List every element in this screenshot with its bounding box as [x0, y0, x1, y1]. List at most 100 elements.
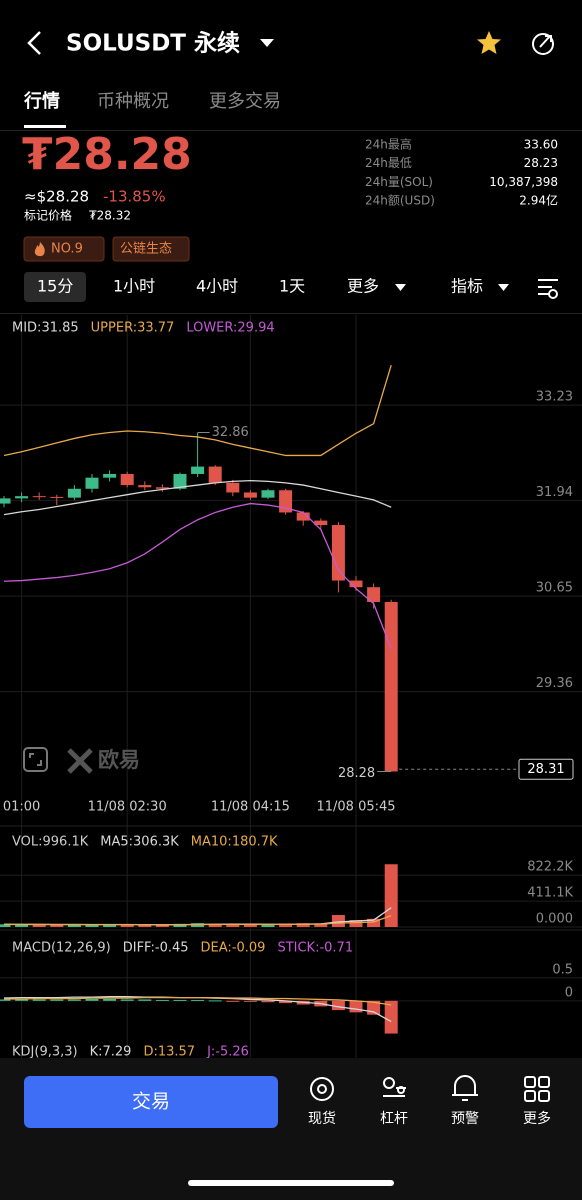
- dropdown-arrow: [498, 284, 509, 291]
- volume-bar: [367, 918, 381, 927]
- volume-bar: [15, 924, 29, 927]
- interval[interactable]: 4小时: [196, 277, 238, 296]
- legend-entry: D:13.57: [143, 1045, 195, 1060]
- tag[interactable]: [112, 236, 190, 262]
- legend-entry: KDJ(9,3,3): [12, 1045, 78, 1060]
- candle-body: [367, 587, 381, 603]
- interval[interactable]: 15分: [37, 277, 73, 296]
- macd-stick: [0, 999, 11, 1001]
- y-tick-label: 0: [565, 985, 573, 1000]
- interval[interactable]: 更多: [347, 277, 379, 296]
- stat-value: 33.60: [524, 138, 558, 152]
- favorite-star[interactable]: [477, 31, 501, 54]
- legend-entry: MA5:306.3K: [100, 835, 179, 850]
- trade-button-text[interactable]: 交易: [132, 1091, 170, 1113]
- stat-label: 24h最低: [365, 156, 412, 170]
- alert-icon[interactable]: [452, 1075, 478, 1101]
- macd-stick: [279, 1000, 293, 1004]
- nav-label[interactable]: 预警: [451, 1111, 479, 1127]
- volume-bar: [50, 924, 64, 927]
- y-tick-label: 33.23: [536, 390, 573, 405]
- margin-icon[interactable]: [383, 1077, 406, 1097]
- nav-label[interactable]: 杠杆: [380, 1111, 408, 1127]
- interval[interactable]: 1天: [279, 277, 305, 296]
- y-tick-label: 30.65: [536, 581, 573, 596]
- nav-label[interactable]: 现货: [308, 1110, 336, 1127]
- macd-stick: [261, 1000, 275, 1003]
- x-tick-label: 11/08 02:30: [88, 800, 167, 815]
- stat-label: 24h量(SOL): [365, 175, 433, 189]
- last-price-box: [518, 758, 574, 780]
- macd-stick: [32, 999, 46, 1001]
- usd-price: ≈$28.28: [24, 188, 89, 206]
- fullscreen-icon[interactable]: [23, 747, 48, 772]
- mark-price: ₮28.32: [89, 209, 131, 223]
- tag-text: NO.9: [51, 242, 83, 257]
- refresh-icon[interactable]: [532, 33, 554, 55]
- candle-body: [243, 492, 257, 498]
- macd-stick: [226, 1000, 240, 1002]
- volume-bar: [279, 923, 293, 927]
- volume-bar: [261, 924, 275, 927]
- candle-body: [226, 482, 240, 493]
- tab-underline: [24, 125, 66, 128]
- volume-bar: [138, 924, 152, 927]
- macd-stick: [103, 999, 117, 1001]
- macd-stick: [15, 999, 29, 1001]
- legend-entry: UPPER:33.77: [91, 321, 175, 336]
- legend-entry: VOL:996.1K: [12, 835, 89, 850]
- macd-stick: [349, 1000, 363, 1013]
- macd-stick: [138, 999, 152, 1001]
- volume-bar: [314, 923, 328, 927]
- candle-body: [173, 473, 187, 489]
- x-tick-label: 01:00: [3, 800, 40, 815]
- macd-stick: [331, 1000, 345, 1011]
- tab[interactable]: 行情: [23, 90, 60, 112]
- volume-bar: [32, 925, 46, 927]
- volume-bar: [85, 924, 99, 927]
- interval[interactable]: 1小时: [113, 277, 155, 296]
- volume-bar: [349, 920, 363, 927]
- x-tick-label: 11/08 04:15: [211, 800, 290, 815]
- watermark: 欧易: [98, 748, 140, 772]
- volume-bar: [208, 924, 222, 927]
- volume-bar: [67, 924, 81, 927]
- candle-body: [384, 602, 398, 772]
- tab[interactable]: 币种概况: [97, 91, 169, 112]
- candle-body: [191, 466, 205, 474]
- macd-stick: [243, 1000, 257, 1002]
- legend-entry: DEA:-0.09: [201, 941, 266, 956]
- volume-bar: [173, 923, 187, 927]
- indicator-menu[interactable]: 指标: [451, 277, 483, 296]
- volume-bar: [120, 925, 134, 927]
- home-indicator: [188, 1180, 394, 1186]
- macd-stick: [50, 999, 64, 1001]
- volume-bar: [103, 924, 117, 927]
- indicator-line: [3, 502, 392, 649]
- more-icon[interactable]: [524, 1076, 550, 1102]
- back-button[interactable]: [27, 31, 41, 55]
- y-tick-label: 0.5: [552, 962, 573, 977]
- tag[interactable]: [23, 236, 105, 262]
- legend-entry: LOWER:29.94: [186, 321, 274, 336]
- macd-stick: [191, 999, 205, 1001]
- tag-text: 公链生态: [120, 242, 172, 257]
- spot-icon[interactable]: [310, 1077, 334, 1101]
- title-dropdown[interactable]: [260, 39, 274, 47]
- tab[interactable]: 更多交易: [209, 91, 281, 112]
- macd-stick: [173, 999, 187, 1001]
- indicator-line: [4, 996, 392, 1006]
- mark-label: 标记价格: [24, 208, 72, 223]
- candle-body: [0, 498, 11, 504]
- candle-body: [208, 466, 222, 483]
- stat-value: 10,387,398: [489, 175, 558, 189]
- stat-value: 28.23: [524, 156, 558, 170]
- settings-icon[interactable]: [538, 279, 558, 299]
- page-title[interactable]: SOLUSDT 永续: [66, 30, 240, 57]
- volume-bar: [155, 924, 169, 927]
- stats: 24h最高 33.60 24h最低 28.23 24h量(SOL) 10,387,398 2…: [365, 137, 558, 208]
- legend-entry: MA10:180.7K: [191, 835, 278, 850]
- trade-button[interactable]: [24, 1076, 278, 1128]
- nav-label[interactable]: 更多: [523, 1110, 551, 1127]
- candle-body: [103, 473, 117, 478]
